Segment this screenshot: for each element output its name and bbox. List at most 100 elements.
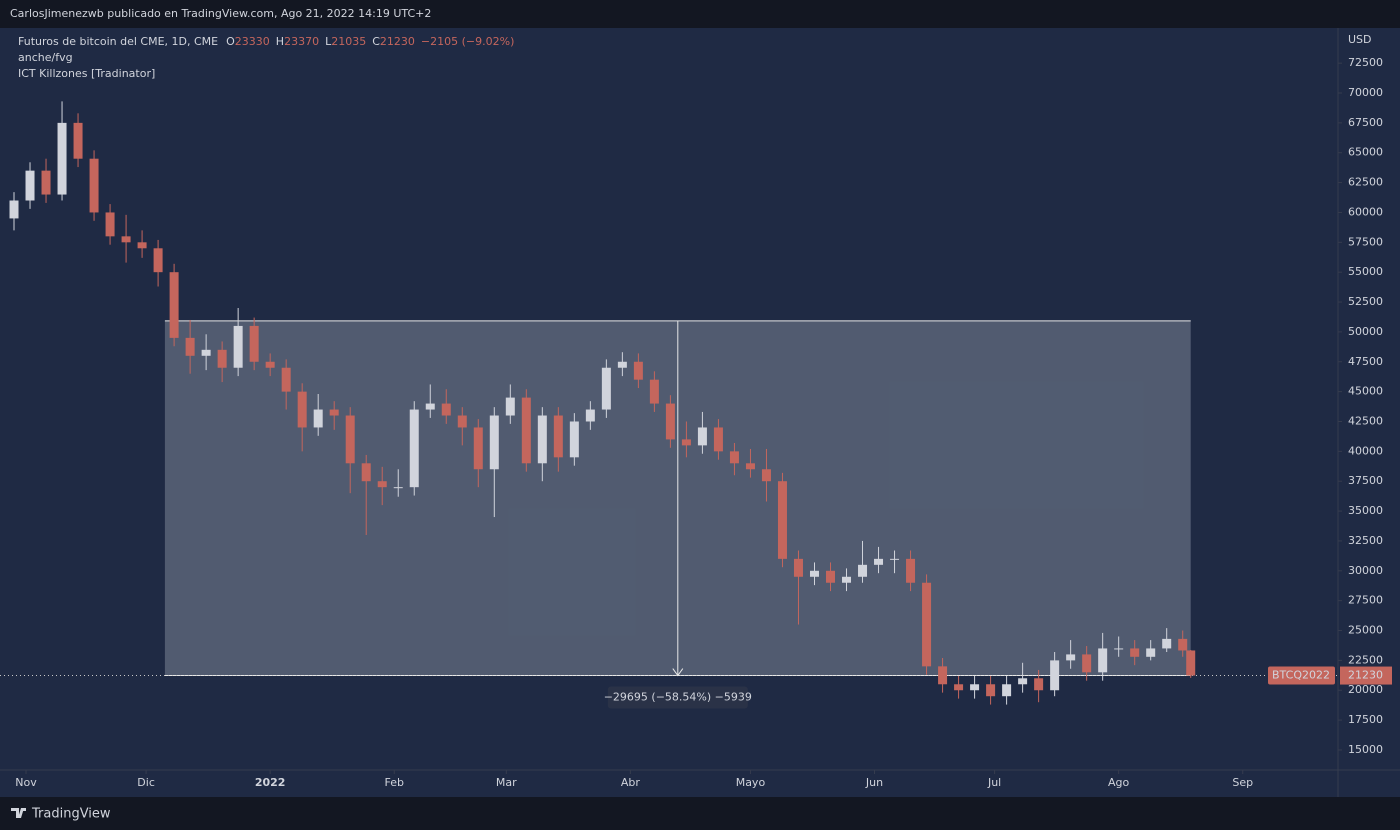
candle-body (521, 397, 531, 464)
currency: USD (1348, 33, 1372, 46)
candle-body (906, 558, 916, 583)
candle-body (329, 409, 339, 416)
candle-body (265, 361, 275, 368)
indicator-label: ICT Killzones [Tradinator] (18, 67, 155, 80)
y-tick-label: 65000 (1348, 146, 1383, 159)
candle-body (874, 558, 884, 565)
legend-field-value: 21035 (331, 35, 366, 48)
candle-body (473, 427, 483, 470)
candle-body (649, 379, 659, 404)
x-tick-label: 2022 (255, 776, 286, 789)
candle-body (73, 122, 83, 159)
indicator-label: anche/fvg (18, 51, 73, 64)
candle-body (25, 170, 35, 201)
candle-body (1002, 684, 1012, 697)
candle-body (665, 403, 675, 440)
y-tick-label: 50000 (1348, 325, 1383, 338)
y-tick-label: 62500 (1348, 176, 1383, 189)
candle-body (201, 349, 211, 356)
candle-body (185, 337, 195, 356)
candle-body (137, 242, 147, 249)
chart-pane (0, 28, 1400, 797)
candle-body (954, 684, 964, 691)
price-tag-label: 21230 (1348, 669, 1383, 682)
x-tick-label: Abr (621, 776, 641, 789)
candle-body (681, 439, 691, 446)
candle-body (361, 463, 371, 482)
candle-body (553, 415, 563, 458)
y-tick-label: 20000 (1348, 683, 1383, 696)
y-tick-label: 17500 (1348, 713, 1383, 726)
candle-body (585, 409, 595, 422)
candle-body (1178, 638, 1188, 651)
x-tick-label: Nov (15, 776, 37, 789)
candle-body (377, 481, 387, 488)
candle-body (169, 272, 179, 338)
candle-body (297, 391, 307, 428)
candle-body (729, 451, 739, 464)
candle-body (441, 403, 451, 416)
measure-arrow-head (672, 668, 684, 677)
y-tick-label: 37500 (1348, 474, 1383, 487)
legend-line: Futuros de bitcoin del CME, 1D, CME O2333… (18, 35, 514, 48)
measure-label: −29695 (−58.54%) −5939 (604, 691, 752, 704)
y-tick-label: 42500 (1348, 414, 1383, 427)
candle-body (938, 666, 948, 685)
candle-body (1018, 678, 1028, 685)
symbol-tag (1268, 666, 1335, 685)
y-tick-label: 22500 (1348, 653, 1383, 666)
candle-body (970, 684, 980, 691)
y-tick-label: 27500 (1348, 594, 1383, 607)
candle-body (233, 325, 243, 368)
candle-body (105, 212, 115, 237)
candle-body (858, 564, 868, 577)
y-tick-label: 40000 (1348, 444, 1383, 457)
candle-body (761, 469, 771, 482)
candle-body (489, 415, 499, 470)
legend-field-label: H (276, 35, 284, 48)
x-tick-label: Jul (987, 776, 1001, 789)
candle-body (457, 415, 467, 428)
candle-body (345, 415, 355, 464)
measure-label-box (607, 686, 748, 709)
candle-body (1146, 648, 1156, 657)
candle-body (281, 367, 291, 392)
candle-body (1162, 638, 1172, 649)
candle-body (41, 170, 51, 195)
legend-change: −2105 (−9.02%) (421, 35, 514, 48)
symbol-tag-label: BTCQ2022 (1272, 669, 1330, 682)
y-tick-label: 52500 (1348, 295, 1383, 308)
legend-field-label: C (372, 35, 380, 48)
candle-body (1050, 660, 1060, 691)
candle-body (89, 158, 99, 213)
candle-body (713, 427, 723, 452)
candle-body (617, 361, 627, 368)
candle-body (425, 403, 435, 410)
y-tick-label: 55000 (1348, 265, 1383, 278)
candle-body (825, 570, 835, 583)
legend-field-label: L (325, 35, 332, 48)
candle-body (986, 684, 996, 697)
candle-body (153, 248, 163, 273)
candle-body (1098, 648, 1108, 673)
candle-body (842, 576, 852, 583)
candle-body (922, 582, 932, 667)
candle-body (313, 409, 323, 428)
y-tick-label: 15000 (1348, 743, 1383, 756)
candle-body (505, 397, 515, 416)
candle-body (697, 427, 707, 446)
y-tick-label: 67500 (1348, 116, 1383, 129)
candle-body (745, 463, 755, 470)
candle-body (57, 122, 67, 195)
candle-body (217, 349, 227, 368)
footer-logo (11, 808, 26, 818)
y-tick-label: 60000 (1348, 205, 1383, 218)
x-tick-label: Dic (137, 776, 155, 789)
byline: CarlosJimenezwb publicado en TradingView… (10, 7, 431, 20)
legend-field-value: 23370 (284, 35, 319, 48)
candle-body (1130, 648, 1140, 657)
candle-body (409, 409, 419, 488)
y-tick-label: 57500 (1348, 235, 1383, 248)
candle-body (1034, 678, 1044, 691)
